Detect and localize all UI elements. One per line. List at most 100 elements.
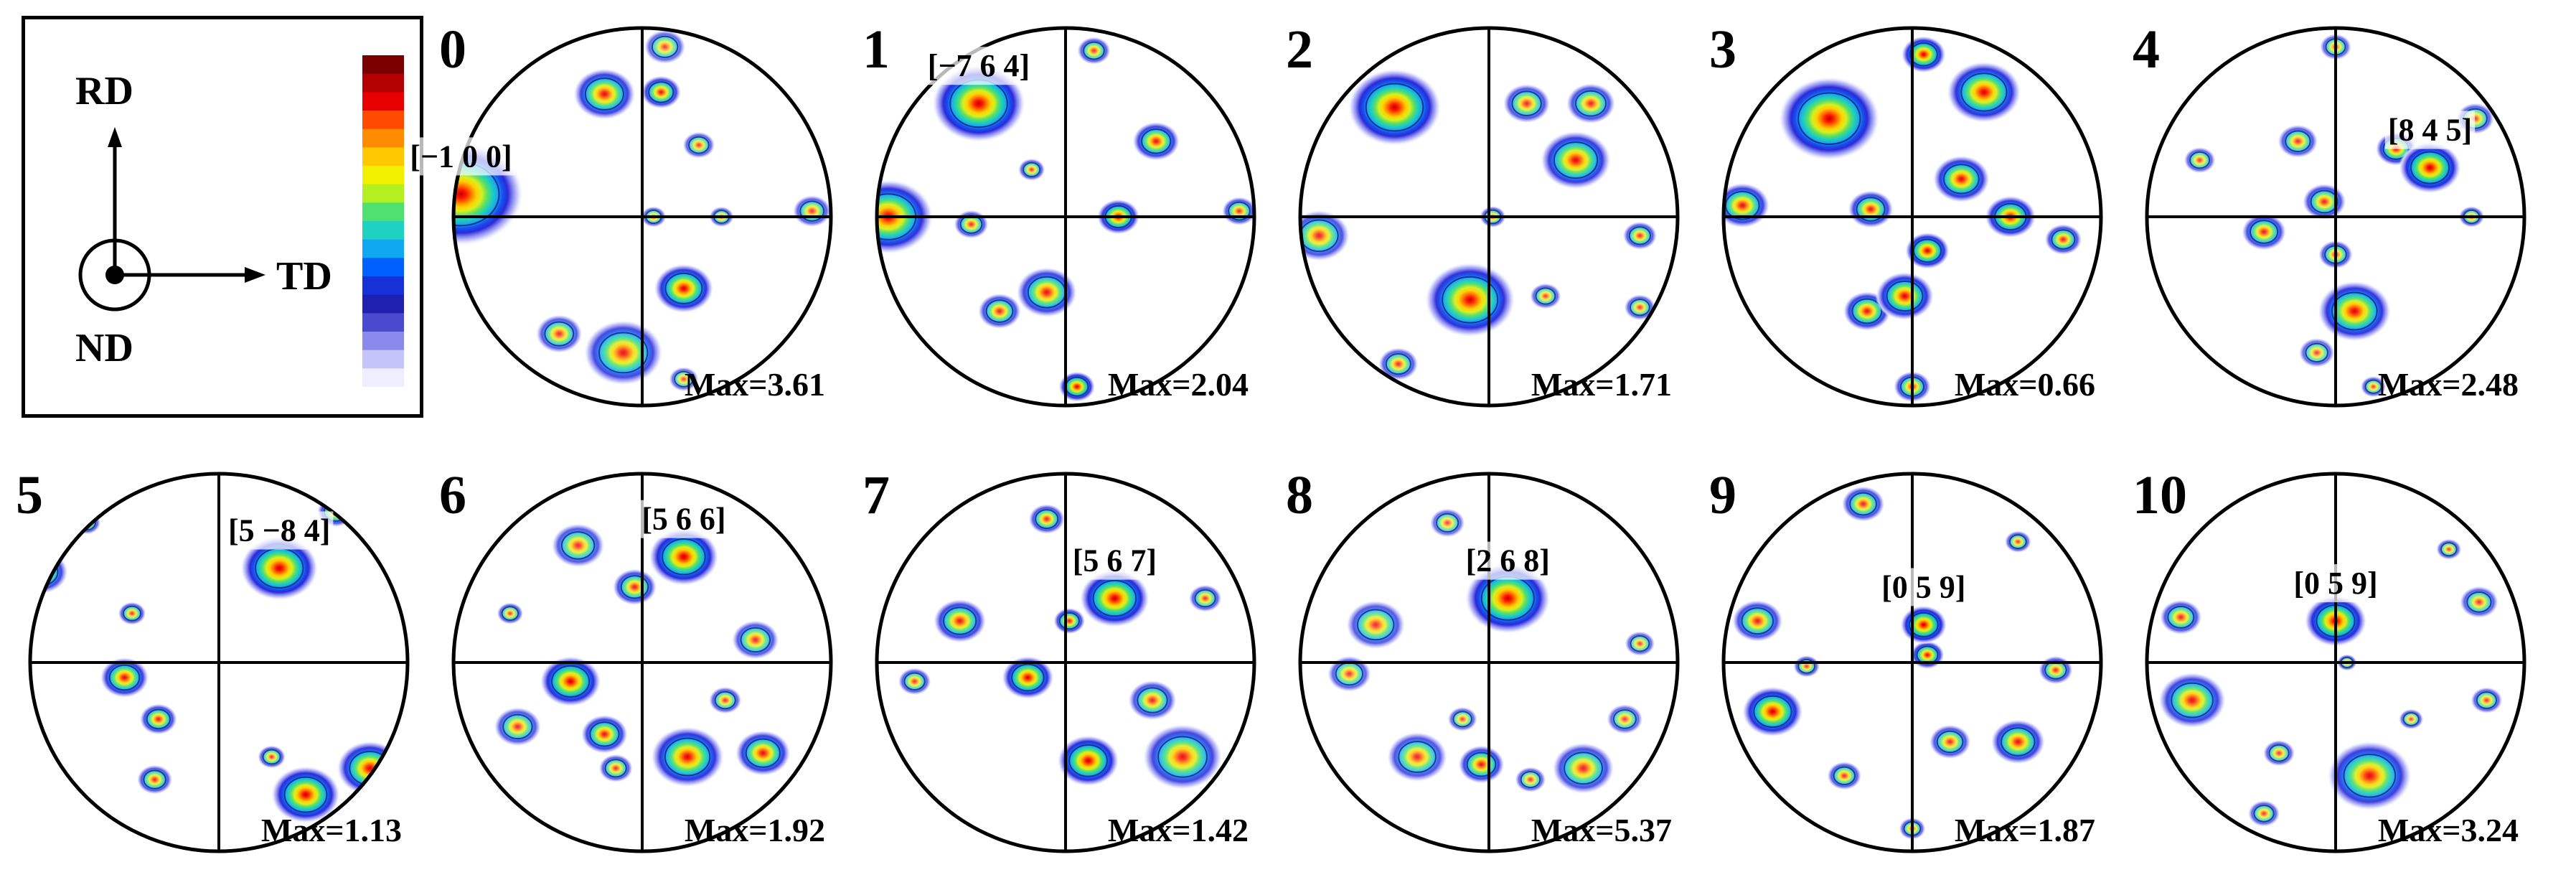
- max-intensity-label: Max=0.66: [1955, 366, 2095, 403]
- contour-line: [1436, 512, 1459, 533]
- contour-line: [1228, 201, 1251, 221]
- contour-line: [123, 605, 141, 622]
- intensity-blob: [1327, 655, 1372, 693]
- contour-line: [1553, 141, 1599, 179]
- contour-line: [1833, 766, 1856, 786]
- colorbar-swatch: [362, 332, 404, 351]
- intensity-blob: [1566, 83, 1616, 124]
- max-intensity-label: Max=1.42: [1108, 812, 1249, 848]
- max-intensity-label: Max=5.37: [1531, 812, 1672, 848]
- contour-line: [903, 672, 926, 690]
- contour-line: [1511, 90, 1542, 116]
- pole-figure-outline: [1298, 472, 1680, 853]
- contour-line: [664, 272, 703, 304]
- max-intensity-label: Max=1.13: [261, 812, 402, 848]
- contour-line: [2051, 229, 2076, 250]
- contour-line: [1630, 635, 1650, 652]
- rd-label: RD: [75, 69, 133, 113]
- intensity-blob: [708, 686, 742, 714]
- intensity-blob: [2298, 337, 2335, 368]
- pole-figure-outline: [28, 472, 410, 853]
- intensity-blob: [1827, 761, 1862, 790]
- intensity-blob: [1731, 599, 1784, 642]
- max-intensity-label: Max=3.61: [685, 366, 825, 403]
- intensity-blob: [1001, 655, 1054, 700]
- contour-line: [1357, 609, 1395, 641]
- intensity-blob: [139, 703, 178, 735]
- contour-line: [1943, 164, 1980, 195]
- contour-line: [1856, 197, 1886, 222]
- intensity-blob: [1529, 283, 1561, 309]
- intensity-blob: [1458, 745, 1505, 784]
- intensity-blob: [1447, 706, 1478, 732]
- intensity-blob: [583, 319, 663, 386]
- intensity-blob: [2398, 708, 2424, 730]
- max-intensity-label: Max=1.87: [1955, 812, 2095, 848]
- contour-line: [1851, 298, 1883, 324]
- orientation-label-background: [639, 500, 729, 538]
- contour-line: [2189, 151, 2211, 169]
- contour-line: [1092, 579, 1137, 617]
- contour-line: [560, 531, 596, 560]
- nd-dot-icon: [105, 266, 124, 284]
- contour-line: [2402, 712, 2420, 726]
- intensity-blob: [2038, 655, 2074, 685]
- intensity-blob: [100, 657, 149, 698]
- intensity-blob: [1142, 724, 1223, 790]
- contour-line: [740, 627, 771, 653]
- contour-line: [1011, 663, 1045, 692]
- intensity-blob: [72, 511, 101, 535]
- intensity-blobs: [494, 523, 791, 787]
- orientation-label: [2 6 8]: [1466, 543, 1550, 579]
- contour-line: [2410, 151, 2450, 184]
- pole-figure-outline: [451, 26, 833, 408]
- pole-figure-outline: [1298, 26, 1680, 408]
- colorbar-swatch: [362, 258, 404, 277]
- intensity-blob: [1028, 504, 1066, 535]
- contour-line: [1398, 741, 1437, 773]
- panel-number: 2: [1286, 19, 1313, 80]
- colorbar-swatch: [362, 111, 404, 130]
- intensity-blob: [1793, 655, 1820, 678]
- max-intensity-label: Max=2.48: [2378, 366, 2519, 403]
- contour-line: [1725, 190, 1760, 220]
- pole-figure-outline: [875, 26, 1256, 408]
- intensity-blob: [1622, 221, 1658, 250]
- contour-line: [143, 769, 166, 790]
- intensity-blob: [337, 741, 403, 796]
- orientation-label: [0 5 9]: [2293, 566, 2377, 601]
- intensity-blob: [1079, 569, 1150, 628]
- intensity-blob: [954, 210, 989, 239]
- contour-line: [1365, 83, 1424, 132]
- orientation-label-background: [225, 511, 334, 550]
- pole-figure-2: 2 Max=1.71: [1286, 19, 1680, 408]
- colorbar-swatch: [362, 313, 404, 332]
- intensity-blob: [1778, 76, 1881, 161]
- contour-line: [1300, 219, 1339, 253]
- intensity-blob: [1016, 267, 1078, 318]
- panel-number: 7: [862, 465, 890, 525]
- contour-line: [2364, 379, 2382, 394]
- contour-line: [544, 321, 575, 347]
- contour-line: [501, 606, 520, 621]
- intensity-blob: [1900, 605, 1947, 645]
- contour-line: [2305, 342, 2328, 363]
- intensity-blob: [735, 730, 791, 777]
- panel-number: 1: [862, 19, 890, 80]
- contour-line: [1157, 736, 1208, 778]
- pole-figure-3: 3 Max=0.66: [1709, 19, 2103, 408]
- panel-number: 3: [1709, 19, 1736, 80]
- contour-line: [1753, 695, 1792, 729]
- contour-line: [1628, 226, 1651, 245]
- contour-line: [664, 737, 711, 777]
- contour-line: [598, 332, 649, 374]
- orientation-label: [−1 0 0]: [410, 139, 512, 174]
- td-label: TD: [276, 254, 332, 299]
- intensity-blob: [898, 668, 931, 696]
- intensity-blob: [1901, 36, 1946, 73]
- intensity-blob: [2184, 146, 2216, 174]
- intensity-blob: [1057, 735, 1119, 787]
- colorbar-swatch: [362, 184, 404, 203]
- contour-line: [502, 713, 533, 740]
- intensity-blob: [1552, 742, 1614, 795]
